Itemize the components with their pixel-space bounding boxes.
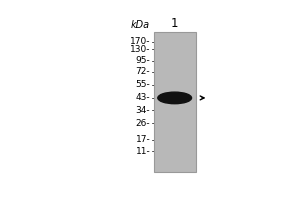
Bar [154,32,196,172]
Ellipse shape [158,92,191,104]
Text: 26-: 26- [136,119,150,128]
Text: 34-: 34- [136,106,150,115]
Text: kDa: kDa [130,20,149,30]
Text: 11-: 11- [136,147,150,156]
Text: 72-: 72- [136,67,150,76]
Text: 55-: 55- [136,80,150,89]
Text: 1: 1 [171,17,178,30]
Text: 95-: 95- [136,56,150,65]
Text: 170-: 170- [130,37,150,46]
Text: 43-: 43- [136,93,150,102]
Text: 130-: 130- [130,45,150,54]
Text: 17-: 17- [136,135,150,144]
